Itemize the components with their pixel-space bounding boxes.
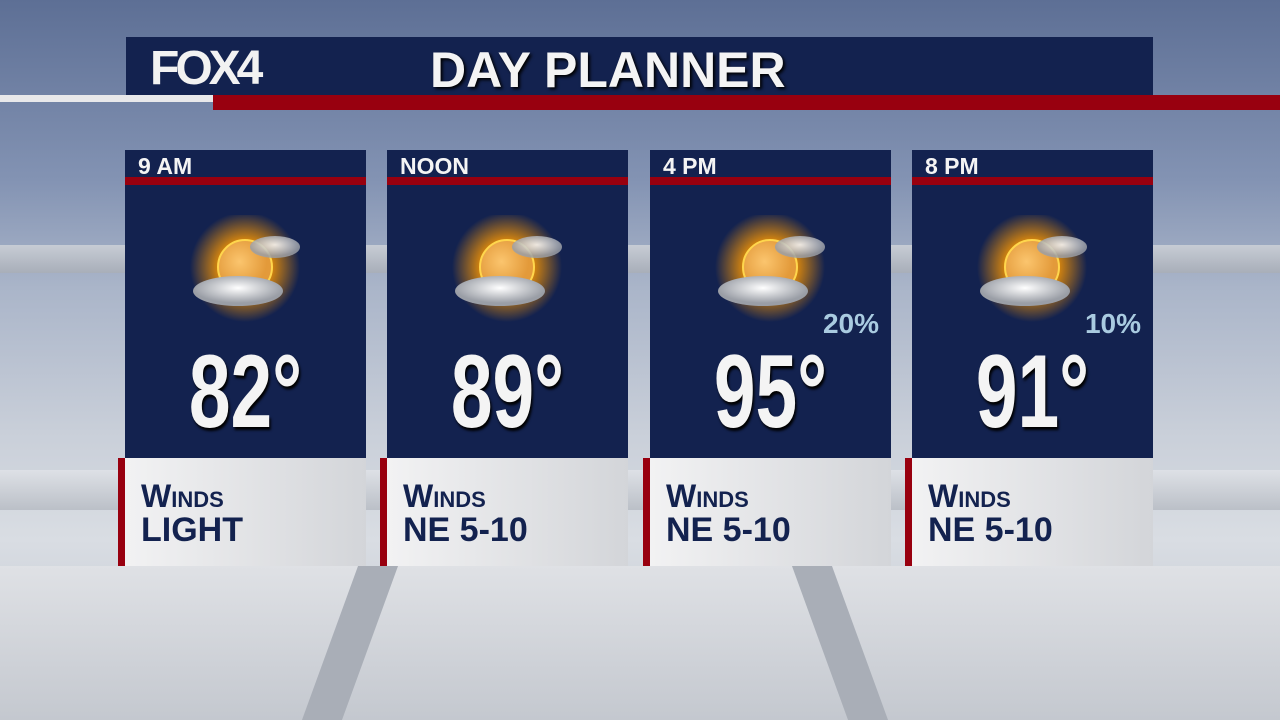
divider bbox=[912, 177, 1153, 185]
divider bbox=[387, 177, 628, 185]
accent-bar bbox=[118, 458, 125, 566]
accent-bar bbox=[905, 458, 912, 566]
partly-sunny-icon bbox=[715, 212, 830, 325]
divider bbox=[650, 177, 891, 185]
page-title: DAY PLANNER bbox=[430, 42, 786, 98]
winds-value: NE 5-10 bbox=[403, 511, 528, 549]
forecast-card: 8 PM 10% 91° Winds NE 5-10 bbox=[905, 150, 1153, 566]
time-label: 4 PM bbox=[663, 153, 717, 179]
winds-value: LIGHT bbox=[141, 511, 243, 549]
winds-value: NE 5-10 bbox=[928, 511, 1053, 549]
temperature: 82° bbox=[188, 334, 303, 450]
winds-label: Winds bbox=[666, 478, 749, 514]
partly-sunny-icon bbox=[190, 212, 305, 325]
winds-panel: Winds NE 5-10 bbox=[387, 458, 628, 566]
title-bar: FOX4 DAY PLANNER bbox=[126, 37, 1153, 98]
forecast-card: 4 PM 20% 95° Winds NE 5-10 bbox=[643, 150, 891, 566]
forecast-card: NOON 89° Winds NE 5-10 bbox=[380, 150, 628, 566]
time-label: 9 AM bbox=[138, 153, 193, 179]
background-floor bbox=[0, 566, 1280, 720]
winds-label: Winds bbox=[928, 478, 1011, 514]
card-body: 89° bbox=[387, 185, 628, 458]
divider bbox=[0, 95, 213, 102]
winds-label: Winds bbox=[141, 478, 224, 514]
winds-panel: Winds NE 5-10 bbox=[912, 458, 1153, 566]
divider bbox=[125, 177, 366, 185]
card-body: 10% 91° bbox=[912, 185, 1153, 458]
winds-panel: Winds LIGHT bbox=[125, 458, 366, 566]
winds-label: Winds bbox=[403, 478, 486, 514]
temperature: 95° bbox=[713, 334, 828, 450]
card-body: 20% 95° bbox=[650, 185, 891, 458]
time-label: 8 PM bbox=[925, 153, 979, 179]
fox4-logo: FOX4 bbox=[150, 42, 263, 95]
winds-panel: Winds NE 5-10 bbox=[650, 458, 891, 566]
forecast-card: 9 AM 82° Winds LIGHT bbox=[118, 150, 366, 566]
time-label: NOON bbox=[400, 153, 469, 179]
divider bbox=[213, 95, 1280, 110]
partly-sunny-icon bbox=[452, 212, 567, 325]
temperature: 91° bbox=[975, 334, 1090, 450]
temperature: 89° bbox=[450, 334, 565, 450]
winds-value: NE 5-10 bbox=[666, 511, 791, 549]
precip-chance: 10% bbox=[1084, 308, 1141, 339]
accent-bar bbox=[643, 458, 650, 566]
partly-sunny-icon bbox=[977, 212, 1092, 325]
card-body: 82° bbox=[125, 185, 366, 458]
accent-bar bbox=[380, 458, 387, 566]
precip-chance: 20% bbox=[822, 308, 879, 339]
